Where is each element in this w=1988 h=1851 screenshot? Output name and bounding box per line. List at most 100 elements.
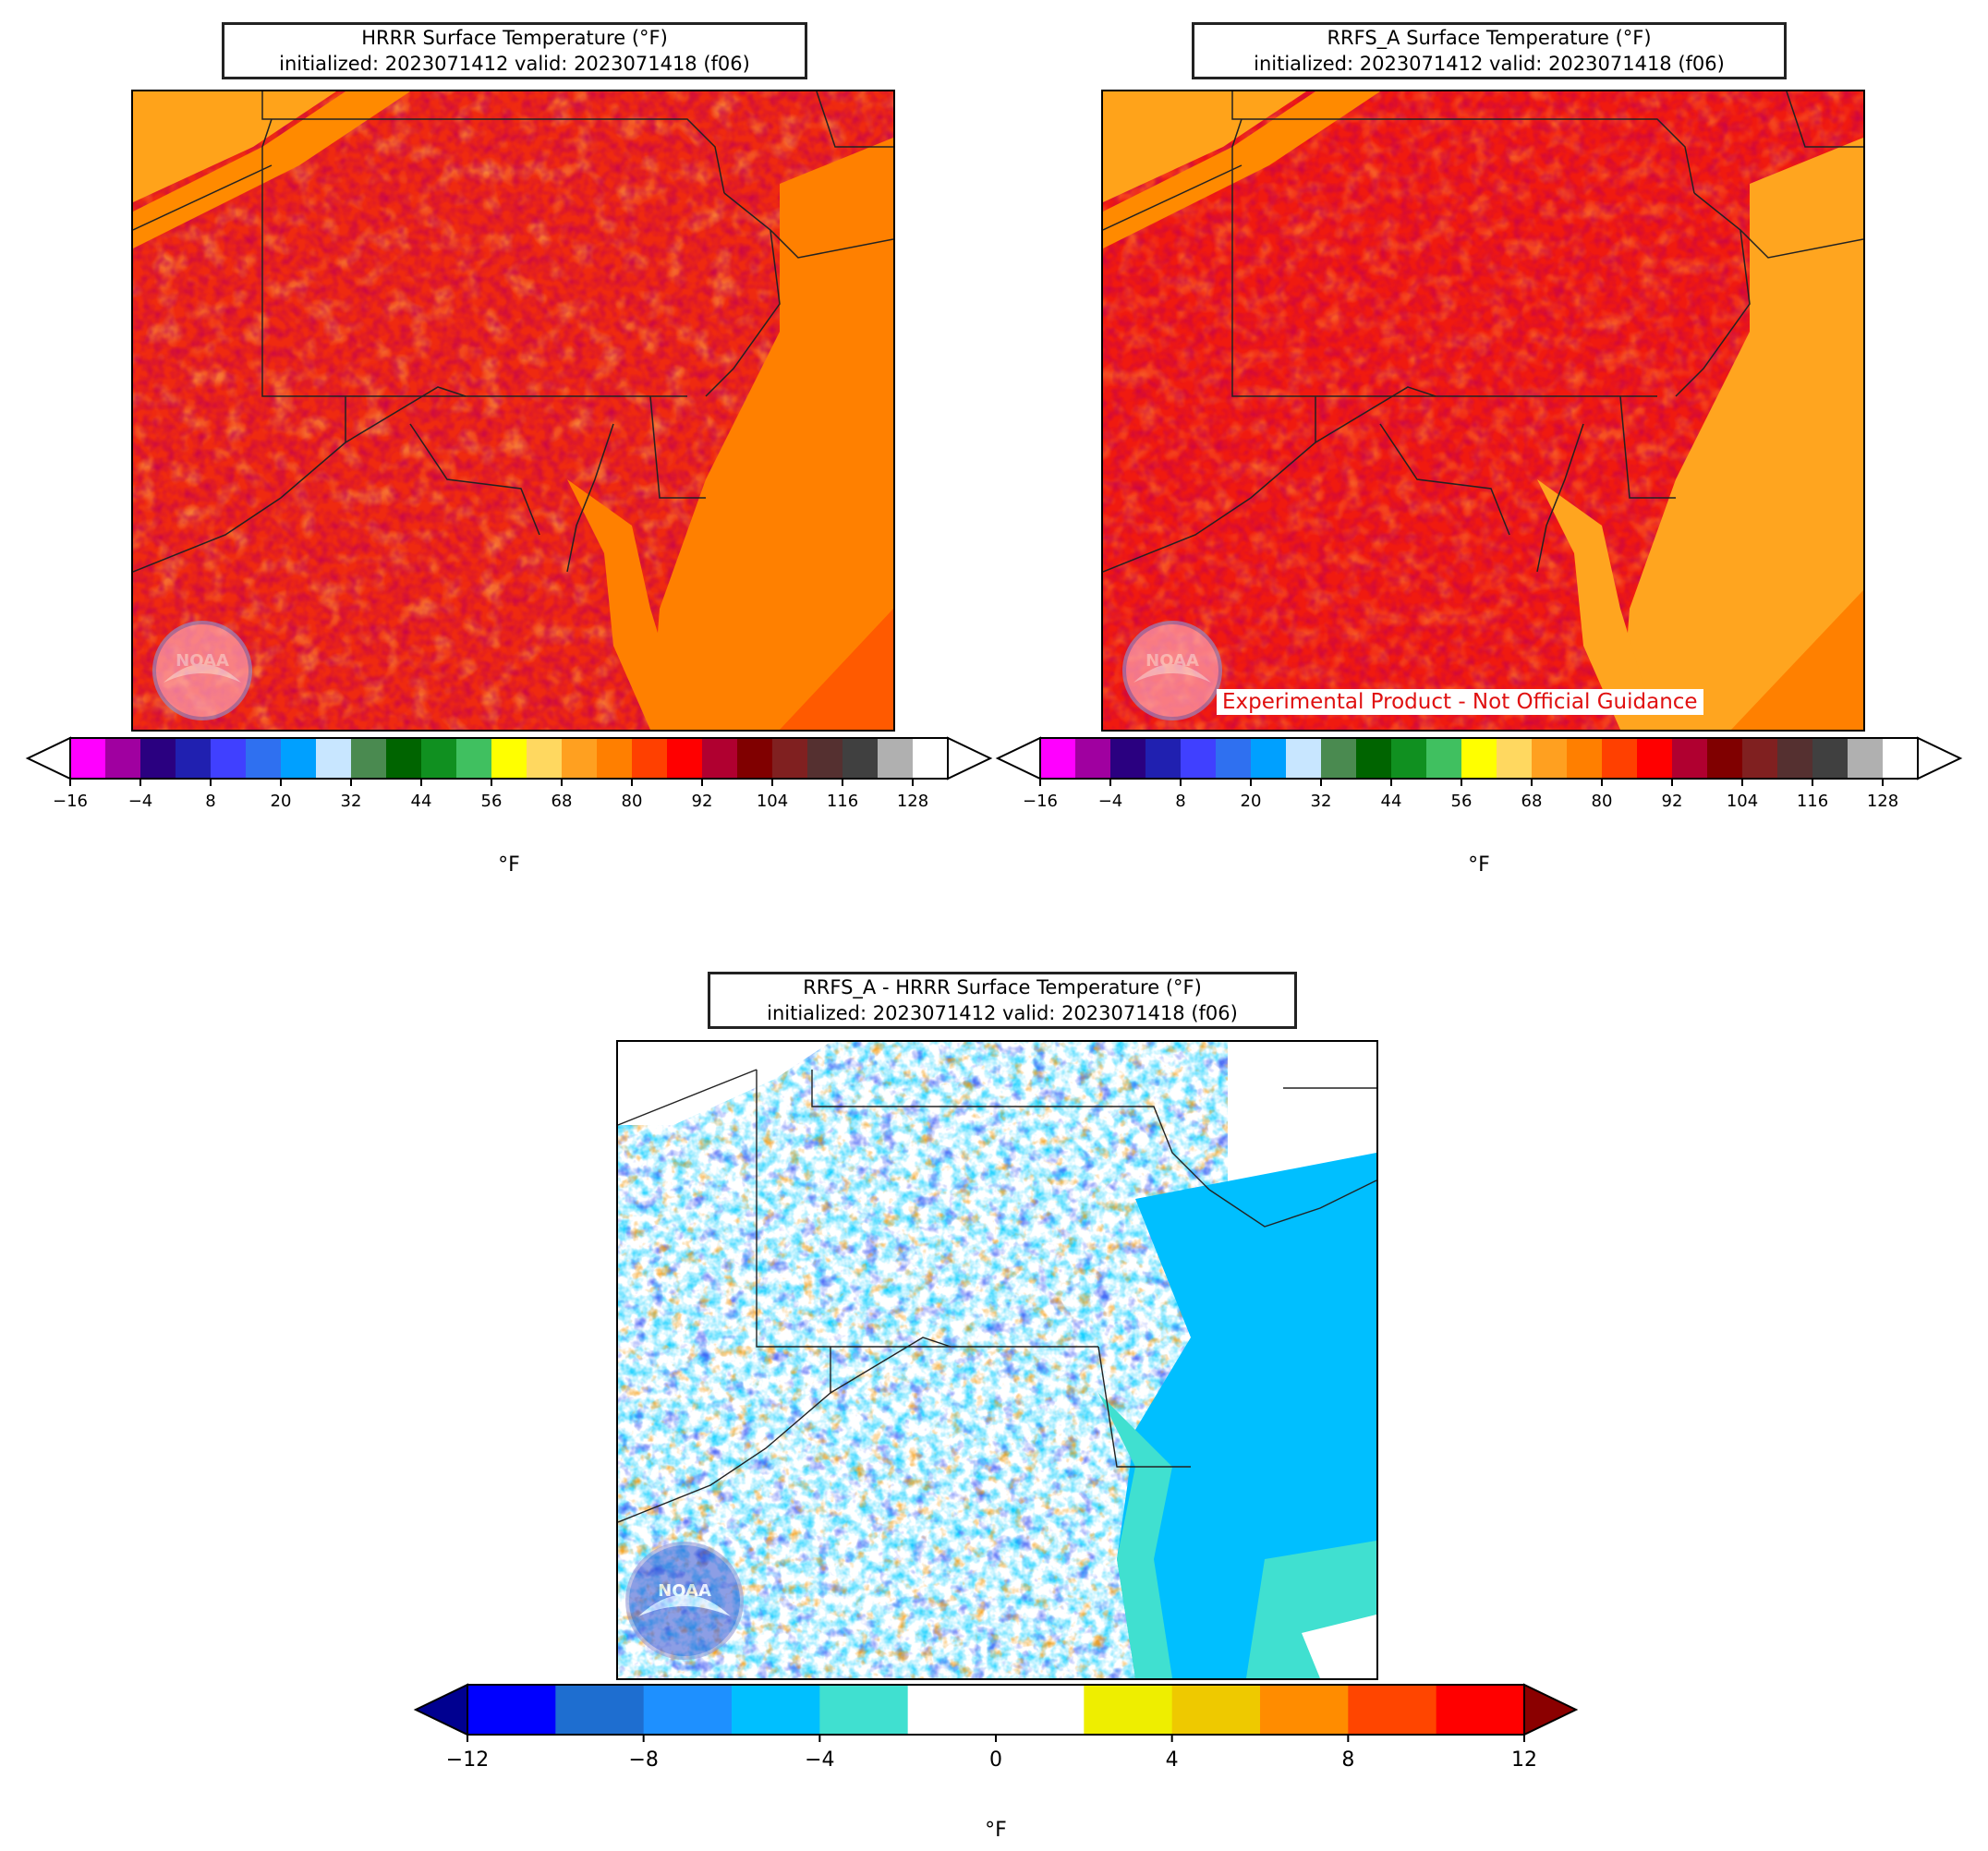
hrrr-colorbar-axis-label: °F	[498, 853, 520, 877]
hrrr-colorbar-swatch	[281, 738, 317, 779]
difference-colorbar-swatch	[555, 1685, 645, 1735]
rrfs-colorbar-swatch	[1146, 738, 1182, 779]
rrfs-colorbar-outline	[1039, 737, 1919, 780]
rrfs-colorbar-swatch	[1602, 738, 1638, 779]
hrrr-colorbar-swatch	[878, 738, 914, 779]
hrrr-colorbar-swatch	[176, 738, 212, 779]
hrrr-colorbar-tick-label: 128	[897, 792, 928, 811]
rrfs-colorbar-tick-label: 20	[1241, 792, 1262, 811]
rrfs-colorbar-swatch	[1707, 738, 1743, 779]
hrrr-colorbar-swatch	[737, 738, 773, 779]
hrrr-colorbar-swatch	[527, 738, 563, 779]
hrrr-title: HRRR Surface Temperature (°F)	[361, 27, 668, 49]
hrrr-colorbar-swatch	[316, 738, 352, 779]
hrrr-colorbar-tick-label: 56	[481, 792, 503, 811]
hrrr-colorbar-swatch	[421, 738, 457, 779]
rrfs-noaa-logo: NOAA	[1122, 621, 1222, 720]
diff-logo-text: NOAA	[658, 1581, 711, 1601]
rrfs-colorbar-tick-label: 92	[1662, 792, 1683, 811]
rrfs-colorbar-swatch	[1321, 738, 1357, 779]
hrrr-noaa-logo: NOAA	[152, 621, 252, 720]
hrrr-colorbar-over-arrow	[947, 736, 993, 780]
difference-colorbar-swatch	[996, 1685, 1085, 1735]
hrrr-colorbar: −16 −4 8 20 32 44 56 68 80 92 104 116 128 °F	[24, 736, 1003, 877]
difference-colorbar-over-arrow	[1523, 1683, 1579, 1736]
difference-colorbar-under-arrow	[413, 1683, 468, 1736]
rrfs-colorbar-swatch	[1532, 738, 1568, 779]
diff-title: RRFS_A - HRRR Surface Temperature (°F)	[803, 976, 1202, 998]
rrfs-colorbar-under-arrow	[995, 736, 1041, 780]
hrrr-colorbar-swatch	[702, 738, 738, 779]
rrfs-colorbar-swatch	[1567, 738, 1603, 779]
rrfs-colorbar-tick-label: −4	[1098, 792, 1123, 811]
hrrr-colorbar-swatch	[105, 738, 141, 779]
rrfs-colorbar-tick-label: 116	[1797, 792, 1828, 811]
hrrr-colorbar-swatch	[491, 738, 527, 779]
difference-map: NOAA	[616, 1040, 1378, 1680]
hrrr-subtitle: initialized: 2023071412 valid: 202307141…	[279, 53, 750, 75]
hrrr-colorbar-tick-label: 44	[411, 792, 432, 811]
rrfs-colorbar-swatch	[1777, 738, 1813, 779]
hrrr-colorbar-swatch	[351, 738, 387, 779]
difference-colorbar-swatch	[1084, 1685, 1173, 1735]
rrfs-colorbar-tick-label: 104	[1727, 792, 1758, 811]
rrfs-colorbar-swatch	[1286, 738, 1322, 779]
rrfs-colorbar-swatch	[1848, 738, 1884, 779]
rrfs-colorbar-swatch	[1637, 738, 1673, 779]
hrrr-colorbar-outline	[69, 737, 949, 780]
hrrr-colorbar-tick-label: 8	[205, 792, 215, 811]
hrrr-colorbar-tick-label: 116	[827, 792, 858, 811]
hrrr-colorbar-tick-label: −4	[128, 792, 153, 811]
rrfs-colorbar-tick-label: 44	[1381, 792, 1402, 811]
hrrr-colorbar-swatch	[211, 738, 247, 779]
rrfs-colorbar-tick-label: −16	[1023, 792, 1058, 811]
hrrr-colorbar-tick-label: −16	[53, 792, 88, 811]
difference-colorbar-swatch	[819, 1685, 909, 1735]
hrrr-colorbar-swatch	[562, 738, 598, 779]
diff-noaa-logo: NOAA	[625, 1542, 744, 1660]
rrfs-colorbar-swatch	[1812, 738, 1849, 779]
hrrr-colorbar-swatch	[807, 738, 843, 779]
difference-colorbar-swatch	[732, 1685, 820, 1735]
hrrr-colorbar-tick-label: 92	[692, 792, 713, 811]
rrfs-colorbar-swatch	[1040, 738, 1076, 779]
difference-colorbar-axis-label: °F	[985, 1819, 1007, 1842]
rrfs-colorbar-swatch	[1110, 738, 1146, 779]
difference-colorbar: −12 −8 −4 0 4 8 12 °F	[412, 1683, 1585, 1842]
hrrr-colorbar-swatch	[140, 738, 176, 779]
hrrr-colorbar-swatch	[386, 738, 422, 779]
experimental-product-label: Experimental Product - Not Official Guid…	[1217, 689, 1703, 715]
rrfs-title-box: RRFS_A Surface Temperature (°F) initiali…	[1192, 22, 1787, 79]
difference-colorbar-tick-label: 0	[989, 1748, 1002, 1772]
difference-colorbar-tick-label: −12	[446, 1748, 489, 1772]
rrfs-colorbar-over-arrow	[1917, 736, 1963, 780]
hrrr-colorbar-swatch	[456, 738, 492, 779]
rrfs-temperature-map: NOAA	[1101, 90, 1865, 732]
diff-title-box: RRFS_A - HRRR Surface Temperature (°F) i…	[708, 972, 1297, 1029]
hrrr-colorbar-swatch	[632, 738, 668, 779]
diff-subtitle: initialized: 2023071412 valid: 202307141…	[767, 1002, 1238, 1024]
hrrr-colorbar-tick-label: 20	[271, 792, 292, 811]
rrfs-colorbar-tick-label: 32	[1311, 792, 1332, 811]
rrfs-colorbar-swatch	[1391, 738, 1427, 779]
difference-colorbar-tick-label: 8	[1341, 1748, 1354, 1772]
hrrr-colorbar-swatch	[913, 738, 949, 779]
hrrr-colorbar-tick-label: 80	[622, 792, 643, 811]
hrrr-temperature-map: NOAA	[131, 90, 895, 732]
hrrr-colorbar-tick-label: 68	[552, 792, 573, 811]
rrfs-colorbar-swatch	[1426, 738, 1462, 779]
difference-colorbar-tick-label: 12	[1511, 1748, 1537, 1772]
hrrr-colorbar-swatch	[246, 738, 282, 779]
rrfs-colorbar-tick-label: 8	[1175, 792, 1185, 811]
rrfs-colorbar: −16 −4 8 20 32 44 56 68 80 92 104 116 128 °F	[994, 736, 1973, 877]
hrrr-colorbar-under-arrow	[25, 736, 71, 780]
rrfs-colorbar-swatch	[1356, 738, 1392, 779]
rrfs-colorbar-tick-label: 80	[1592, 792, 1613, 811]
hrrr-colorbar-tick-label: 32	[341, 792, 362, 811]
difference-colorbar-tick-label: 4	[1166, 1748, 1179, 1772]
rrfs-colorbar-swatch	[1742, 738, 1778, 779]
hrrr-colorbar-swatch	[842, 738, 879, 779]
hrrr-colorbar-swatch	[597, 738, 633, 779]
rrfs-title: RRFS_A Surface Temperature (°F)	[1327, 27, 1652, 49]
difference-colorbar-tick-label: −8	[628, 1748, 658, 1772]
